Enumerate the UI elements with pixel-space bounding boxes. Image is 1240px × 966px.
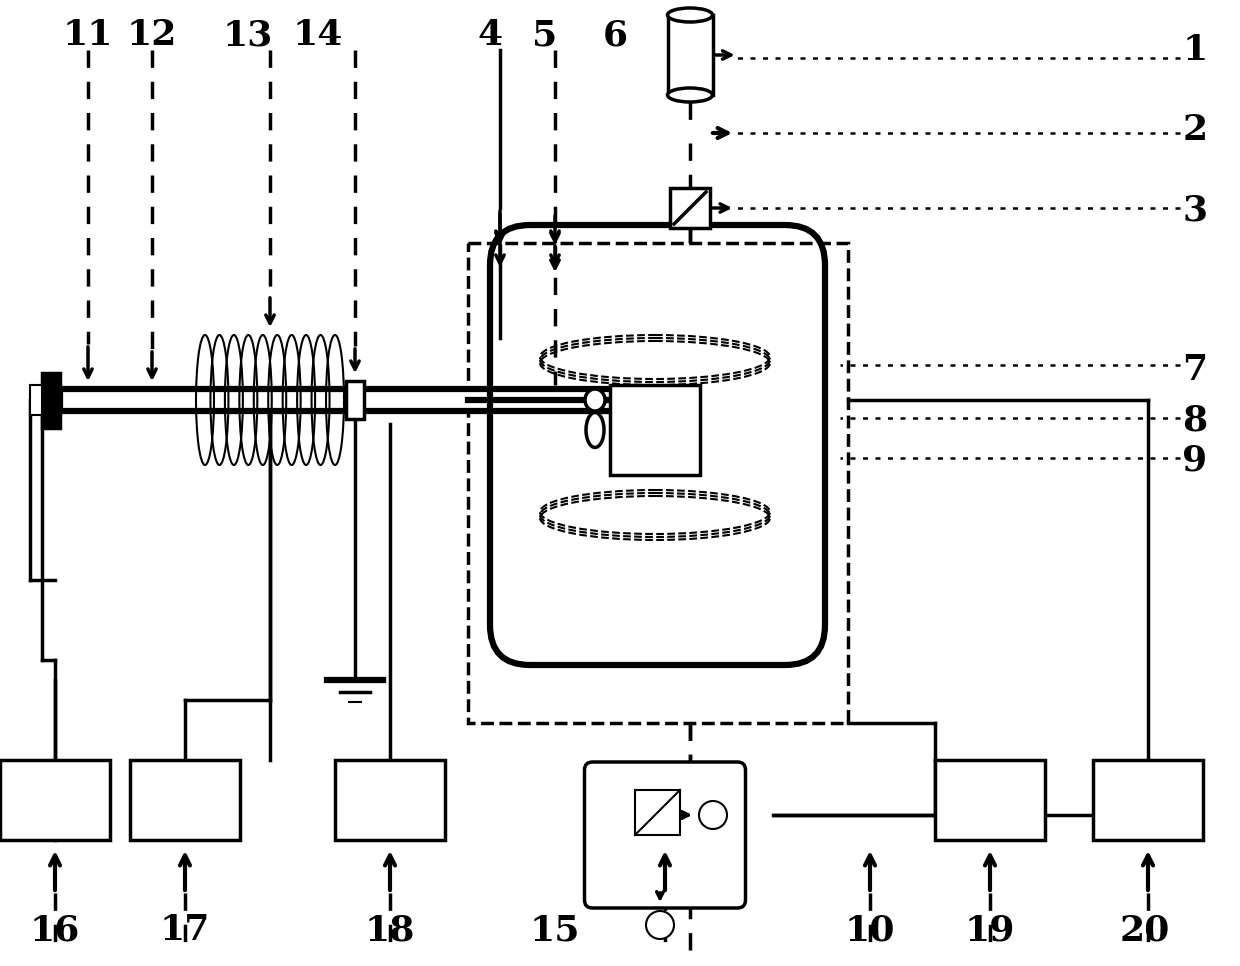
Bar	[0, 760, 110, 840]
Bar	[670, 188, 711, 228]
Bar	[42, 373, 60, 428]
Text: 6: 6	[603, 18, 627, 52]
Text: 4: 4	[477, 18, 502, 52]
Ellipse shape	[699, 801, 727, 829]
Text: 11: 11	[63, 18, 113, 52]
Text: 19: 19	[965, 913, 1016, 947]
Bar	[30, 385, 42, 415]
Ellipse shape	[667, 88, 713, 102]
Bar	[1092, 760, 1203, 840]
Bar	[610, 385, 701, 475]
Text: 5: 5	[532, 18, 558, 52]
Text: 15: 15	[529, 913, 580, 947]
Text: 20: 20	[1120, 913, 1171, 947]
Text: 7: 7	[1183, 353, 1208, 387]
Bar	[667, 15, 713, 95]
Bar	[335, 760, 445, 840]
Text: 10: 10	[844, 913, 895, 947]
Text: 16: 16	[30, 913, 81, 947]
Text: 12: 12	[126, 18, 177, 52]
Bar	[60, 389, 680, 411]
Ellipse shape	[585, 389, 605, 411]
Bar	[635, 790, 680, 835]
Bar	[130, 760, 241, 840]
Ellipse shape	[667, 8, 713, 22]
Bar	[935, 760, 1045, 840]
FancyBboxPatch shape	[584, 762, 745, 908]
Text: 9: 9	[1183, 443, 1208, 477]
Bar	[346, 381, 365, 419]
Text: 18: 18	[365, 913, 415, 947]
Bar	[467, 243, 848, 723]
Text: 8: 8	[1183, 403, 1208, 437]
Text: 13: 13	[223, 18, 273, 52]
Text: 2: 2	[1183, 113, 1208, 147]
Ellipse shape	[646, 911, 675, 939]
Text: 1: 1	[1183, 33, 1208, 67]
Ellipse shape	[587, 412, 604, 447]
Text: 3: 3	[1183, 193, 1208, 227]
Text: 17: 17	[160, 913, 211, 947]
Text: 14: 14	[293, 18, 343, 52]
